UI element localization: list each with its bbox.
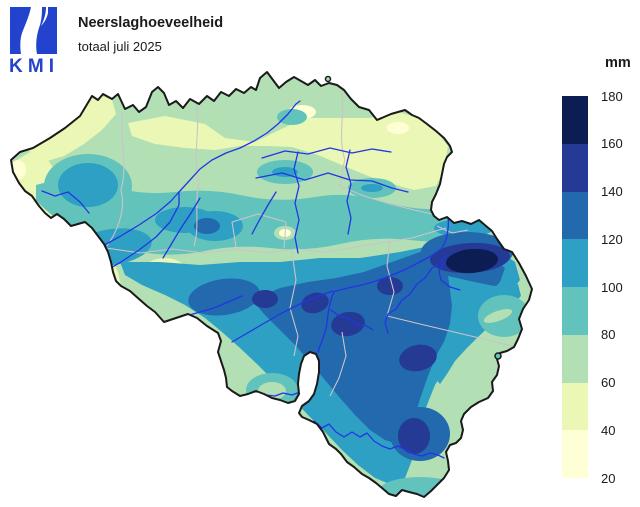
contour-region-120-140 (188, 278, 260, 316)
contour-region-60-80 (483, 309, 513, 323)
legend-swatch (562, 382, 588, 431)
province-border-line (106, 111, 125, 247)
legend-tick-label: 160 (601, 136, 623, 152)
kmi-logo-white-sweep (20, 7, 42, 54)
river-line (261, 147, 392, 159)
province-border-line (329, 331, 347, 397)
legend-tick-label: 180 (601, 88, 623, 104)
contour-region-140-160 (377, 277, 403, 295)
province-border-line (105, 227, 447, 254)
country-border-outline (10, 71, 533, 498)
province-border-line (386, 239, 395, 317)
legend-tick-label: 140 (601, 184, 623, 199)
border-circle-feature (494, 352, 502, 360)
river-line (345, 149, 352, 235)
contour-region-140-160 (252, 290, 278, 308)
river-line (313, 420, 445, 459)
river-line (41, 190, 90, 214)
contour-region-40-60 (28, 96, 116, 162)
province-border-line (436, 225, 469, 234)
legend-swatch (562, 96, 588, 144)
river-line (265, 391, 301, 397)
border-feature-layer (324, 75, 502, 360)
kmi-logo: KMI (9, 7, 57, 77)
contour-fill-layer (11, 72, 532, 497)
province-border-line (231, 213, 287, 249)
river-line (293, 151, 300, 254)
river-line (101, 192, 180, 274)
river-line (251, 191, 277, 235)
river-line (438, 261, 461, 291)
legend-swatch (562, 334, 588, 383)
legend-swatch (562, 191, 588, 240)
river-line (255, 172, 409, 193)
contour-region-20-40 (50, 102, 70, 118)
kmi-logo-white-notch (41, 7, 48, 26)
legend-tick-label: 20 (601, 470, 616, 486)
river-line (185, 295, 243, 317)
legend-tick-label: 40 (601, 422, 616, 438)
province-border-line (193, 102, 200, 247)
river-layer (41, 100, 461, 459)
province-border-line (289, 251, 299, 357)
contour-region-160-180 (446, 248, 498, 274)
river-line (231, 290, 334, 343)
legend-tick-label: 60 (601, 375, 616, 390)
contour-region-40-60 (128, 112, 448, 190)
legend-tick-label: 120 (601, 231, 623, 247)
river-line (330, 309, 374, 331)
contour-region-120-140 (194, 218, 220, 234)
legend-swatch (562, 287, 588, 335)
river-line (384, 253, 448, 334)
kmi-logo-text: KMI (9, 56, 57, 77)
legend-unit-label: mm (605, 55, 631, 71)
contour-region-100-120 (361, 184, 383, 192)
legend-swatch (562, 430, 588, 478)
page-title: Neerslaghoeveelheid (78, 15, 224, 31)
contour-region-20-40 (387, 122, 409, 134)
contour-region-140-160 (398, 418, 430, 454)
legend-color-bar (562, 96, 588, 478)
legend-tick-labels: 180 160 140 120 100 80 60 40 20 (601, 89, 637, 486)
river-line (162, 197, 201, 259)
contour-region-80-100 (378, 477, 462, 497)
exclave-baarle-hertog (324, 75, 332, 83)
legend-tick-label: 80 (601, 327, 616, 343)
legend-swatch (562, 239, 588, 287)
river-line (178, 100, 301, 193)
contour-region-20-40 (120, 303, 140, 311)
province-border-line (339, 85, 346, 187)
contour-region-140-160 (331, 311, 365, 337)
contour-region-140-160 (399, 344, 437, 372)
contour-region-80-100 (277, 109, 307, 125)
contour-region-140-160 (301, 292, 329, 314)
province-border-line (339, 185, 433, 215)
contour-region-100-120 (272, 167, 298, 177)
province-border-line (386, 315, 513, 347)
contour-region-100-120 (58, 163, 118, 207)
province-border-layer (105, 85, 513, 397)
legend-swatch (562, 143, 588, 192)
legend-tick-label: 100 (601, 279, 623, 295)
page-subtitle: totaal juli 2025 (78, 39, 162, 54)
